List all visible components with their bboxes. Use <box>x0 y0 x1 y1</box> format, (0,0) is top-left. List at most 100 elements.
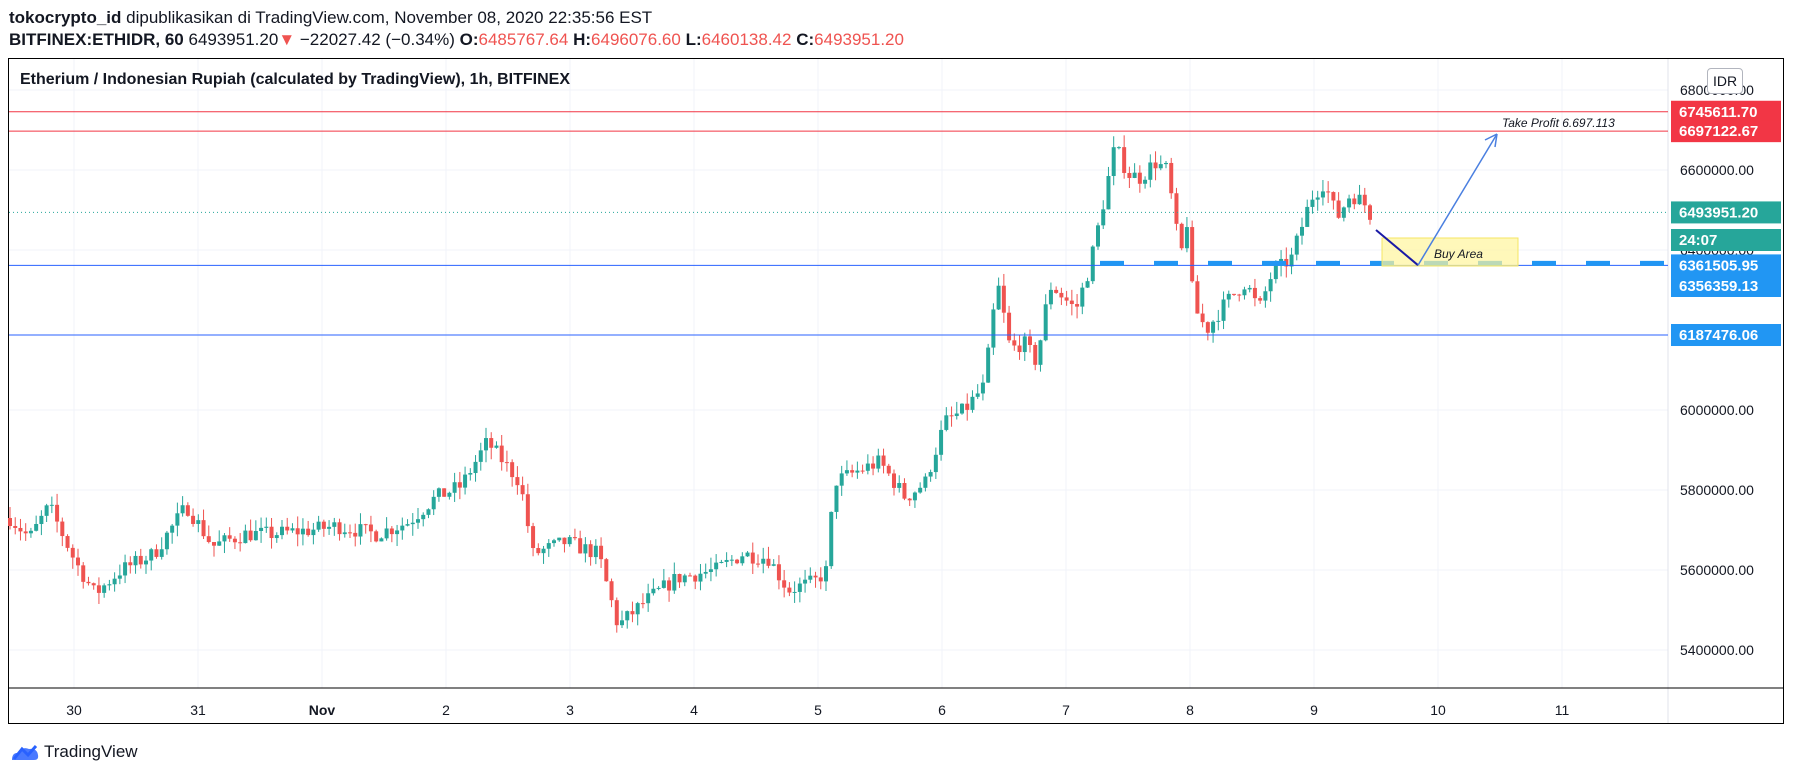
candle-body <box>1106 176 1111 210</box>
candle-body <box>708 569 713 572</box>
candle-body <box>170 525 175 533</box>
currency-button[interactable]: IDR <box>1707 68 1743 94</box>
candle-body <box>897 483 902 488</box>
candle-body <box>881 455 886 466</box>
candle-body <box>640 603 645 605</box>
candle-body <box>327 526 332 529</box>
candle-body <box>295 528 300 535</box>
candle-body <box>970 396 975 410</box>
high-value: 6496076.60 <box>591 30 681 49</box>
candle-body <box>588 544 593 558</box>
buy-area-label: Buy Area <box>1434 247 1483 261</box>
candle-body <box>1064 297 1069 301</box>
candle-body <box>541 548 546 554</box>
candle-body <box>1048 289 1053 305</box>
candle-body <box>28 530 33 534</box>
x-tick-label: 5 <box>814 702 822 718</box>
candle-body <box>442 488 447 497</box>
candle-body <box>191 515 196 524</box>
candle-body <box>1273 265 1278 280</box>
candle-body <box>1336 200 1341 218</box>
x-tick-label: 9 <box>1310 702 1318 718</box>
candle-body <box>834 485 839 512</box>
candle-body <box>860 470 865 472</box>
candle-body <box>1315 197 1320 200</box>
candle-body <box>494 445 499 448</box>
candle-body <box>1179 223 1184 249</box>
candle-body <box>18 527 23 532</box>
candle-body <box>49 504 54 506</box>
candle-body <box>274 535 279 539</box>
candle-body <box>892 473 896 488</box>
candle-body <box>667 580 672 591</box>
candle-body <box>1305 206 1310 227</box>
y-tick-label: 6600000.00 <box>1680 162 1754 178</box>
level-price-tag-bg <box>1671 254 1781 277</box>
candle-body <box>102 585 107 593</box>
candle-body <box>34 524 39 531</box>
candle-body <box>635 603 640 615</box>
candle-body <box>876 455 881 469</box>
candle-body <box>1143 179 1148 184</box>
candle-body <box>65 536 70 548</box>
candle-body <box>1216 320 1221 322</box>
candle-body <box>567 537 572 545</box>
candle-body <box>1122 147 1127 173</box>
chart-frame[interactable] <box>8 58 1784 724</box>
down-arrow-icon: ▼ <box>278 30 296 49</box>
candle-body <box>400 525 405 531</box>
candle-body <box>149 549 154 561</box>
candle-body <box>1096 225 1100 247</box>
candle-body <box>918 487 923 493</box>
candle-body <box>1294 235 1299 255</box>
candle-body <box>886 465 891 474</box>
candle-body <box>107 584 112 586</box>
candle-body <box>1101 209 1106 226</box>
candle-body <box>264 526 269 528</box>
candle-body <box>698 573 703 582</box>
candle-body <box>740 556 745 564</box>
candle-body <box>656 587 661 589</box>
candle-body <box>478 450 483 462</box>
candle-body <box>714 562 719 570</box>
candle-body <box>949 415 954 417</box>
candle-body <box>1001 285 1006 313</box>
candle-body <box>510 462 515 478</box>
candle-body <box>1300 226 1304 236</box>
candle-body <box>1069 300 1074 305</box>
author-name[interactable]: tokocrypto_id <box>9 8 122 27</box>
candle-body <box>562 537 567 545</box>
candle-body <box>384 528 389 539</box>
candle-body <box>1326 191 1331 193</box>
candle-body <box>86 581 91 584</box>
candle-body <box>928 472 933 477</box>
extra-price-tag: 6356359.13 <box>1679 278 1758 295</box>
candle-body <box>290 528 295 531</box>
level-price-tag-bg <box>1671 201 1781 224</box>
candle-body <box>389 528 394 535</box>
candle-body <box>996 285 1001 310</box>
candle-body <box>703 571 708 574</box>
y-tick-label: 5600000.00 <box>1680 562 1754 578</box>
candle-body <box>1190 227 1195 282</box>
chart-legend-title: Etherium / Indonesian Rupiah (calculated… <box>20 71 571 88</box>
candle-body <box>1232 293 1236 295</box>
open-label: O: <box>459 30 479 49</box>
candle-body <box>76 557 80 566</box>
buy-area-box <box>1381 237 1519 267</box>
candle-body <box>907 498 912 501</box>
tradingview-logo[interactable]: TradingView <box>10 741 138 763</box>
candle-body <box>515 477 520 486</box>
candle-body <box>154 549 159 557</box>
candle-body <box>1075 304 1080 307</box>
candle-body <box>1341 207 1346 218</box>
candle-body <box>787 587 792 593</box>
candle-body <box>583 544 588 554</box>
candle-body <box>426 509 431 515</box>
candle-body <box>484 438 488 451</box>
candle-body <box>536 548 541 554</box>
candle-body <box>593 545 598 558</box>
candle-body <box>300 528 305 535</box>
candle-body <box>1054 289 1059 293</box>
